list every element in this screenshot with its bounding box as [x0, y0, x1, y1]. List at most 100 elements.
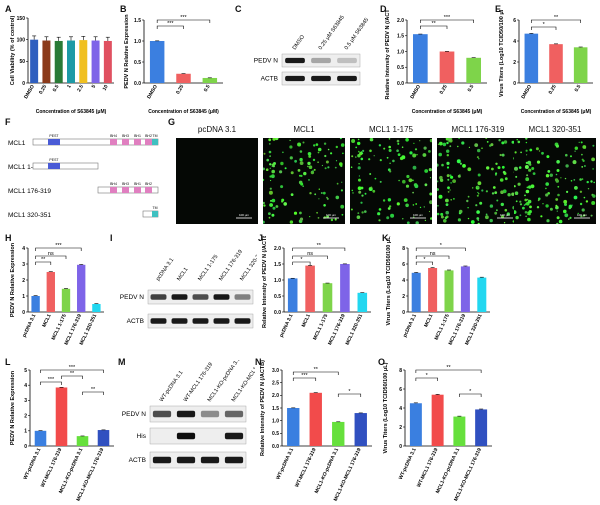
- significance-mark: *: [426, 373, 429, 379]
- lane-label: MCL1: [176, 267, 189, 282]
- fluorescent-cell: [514, 151, 517, 154]
- y-tick-label: 2.0: [397, 18, 404, 24]
- fluorescent-cell: [340, 189, 343, 192]
- fluorescent-cell: [443, 219, 447, 223]
- fluorescent-cell: [519, 203, 523, 206]
- bar: [55, 387, 68, 446]
- bar: [77, 264, 86, 312]
- significance-mark: ***: [301, 373, 308, 379]
- fluorescent-cell: [269, 167, 271, 169]
- y-tick-label: 0: [399, 444, 402, 450]
- bar: [287, 408, 300, 446]
- fluorescent-cell: [430, 217, 432, 220]
- fluorescent-cell: [281, 198, 285, 202]
- fluorescent-cell: [289, 220, 294, 224]
- fluorescent-cell: [438, 194, 443, 199]
- fluorescent-cell: [396, 202, 400, 206]
- significance-bracket: [292, 261, 311, 265]
- significance-mark: *: [348, 389, 351, 395]
- fluorescent-cell: [592, 168, 594, 170]
- y-tick-label: 0.0: [272, 444, 279, 450]
- fluorescent-cell: [362, 149, 365, 152]
- fluorescent-cell: [477, 219, 480, 222]
- g-title-pcdna: pcDNA 3.1: [197, 125, 237, 134]
- fluorescent-cell: [514, 191, 519, 195]
- y-tick-label: 2.0: [272, 393, 279, 399]
- bar: [411, 272, 421, 312]
- fluorescent-cell: [355, 156, 357, 158]
- blot-band: [285, 57, 305, 64]
- bar: [475, 409, 488, 446]
- fluorescent-cell: [568, 204, 573, 209]
- blot-membrane: [149, 427, 247, 445]
- fluorescent-cell: [268, 138, 272, 142]
- fluorescent-cell: [383, 147, 386, 150]
- fluorescent-cell: [351, 189, 354, 192]
- blot-band: [176, 432, 196, 440]
- fluorescent-cell: [428, 168, 432, 172]
- fluorescent-cell: [579, 178, 582, 181]
- fluorescent-cell: [282, 151, 284, 154]
- x-tick-label: pcDNA 3.1: [279, 313, 295, 338]
- y-tick-label: 1.5: [397, 34, 404, 40]
- y-tick-label: 4: [402, 278, 405, 284]
- fluorescent-cell: [570, 180, 573, 182]
- fluorescent-cell: [437, 180, 439, 183]
- fluorescent-cell: [290, 171, 294, 175]
- chart-d-relative-intensity: Relative Intensity of PEDV N (/ACTB) 0.0 0…: [385, 10, 487, 115]
- blot-row-label: ACTB: [129, 457, 146, 464]
- fluorescence-field: 100 μm: [514, 138, 596, 224]
- x-tick-label: MCL1 176-319: [327, 313, 347, 346]
- fluorescent-cell: [268, 143, 271, 145]
- bar: [176, 73, 191, 83]
- fluorescent-cell: [269, 155, 271, 157]
- fluorescent-cell: [341, 181, 343, 183]
- fluorescent-cell: [307, 161, 311, 166]
- chart-a-cell-viability: Cell Viability (% of control) 0 50 100 150 DM…: [10, 16, 114, 115]
- y-axis-label: Relative Intensity of PEDV N (/ACTB): [262, 236, 268, 328]
- y-tick-label: 0: [22, 310, 25, 316]
- fluorescent-cell: [573, 195, 578, 200]
- fluorescent-cell: [485, 215, 489, 220]
- fluorescent-cell: [523, 204, 526, 206]
- fluorescent-cell: [525, 141, 528, 144]
- domain-box: [134, 139, 141, 145]
- fluorescent-cell: [428, 150, 431, 153]
- bar: [340, 264, 350, 312]
- bar: [409, 403, 422, 446]
- bar: [42, 40, 51, 83]
- fluorescent-cell: [439, 175, 443, 180]
- y-tick-label: 2.5: [272, 380, 279, 386]
- fluorescent-cell: [479, 201, 483, 205]
- fluorescent-cell: [408, 178, 413, 183]
- lane-label: MCL1 1-175: [197, 254, 219, 282]
- fluorescent-cell: [439, 178, 444, 182]
- fluorescent-cell: [272, 138, 276, 141]
- significance-mark: **: [41, 257, 46, 263]
- fluorescent-cell: [440, 212, 444, 216]
- fluorescent-cell: [556, 169, 560, 172]
- bar: [149, 41, 165, 83]
- fluorescent-cell: [405, 184, 410, 188]
- x-tick-label: 2.5: [76, 84, 85, 93]
- fluorescent-cell: [322, 191, 326, 195]
- fluorescent-cell: [528, 185, 532, 189]
- fluorescent-cell: [499, 178, 504, 182]
- fluorescent-cell: [364, 210, 367, 213]
- y-axis-label: Cell Viability (% of control): [10, 16, 16, 86]
- domain-box: [152, 211, 158, 217]
- fluorescent-cell: [546, 155, 550, 159]
- fluorescent-cell: [476, 185, 480, 189]
- fluorescent-cell: [412, 165, 417, 170]
- significance-bracket: [35, 261, 52, 265]
- fluorescent-cell: [397, 142, 400, 145]
- fluorescent-cell: [445, 203, 449, 206]
- fluorescent-cell: [316, 211, 318, 214]
- fluorescent-cell: [405, 203, 409, 208]
- significance-bracket: [292, 255, 328, 259]
- blot-band: [285, 75, 305, 82]
- significance-mark: ***: [55, 243, 62, 249]
- fluorescent-cell: [529, 148, 533, 152]
- fluorescent-cell: [556, 222, 559, 224]
- blot-band: [234, 294, 251, 300]
